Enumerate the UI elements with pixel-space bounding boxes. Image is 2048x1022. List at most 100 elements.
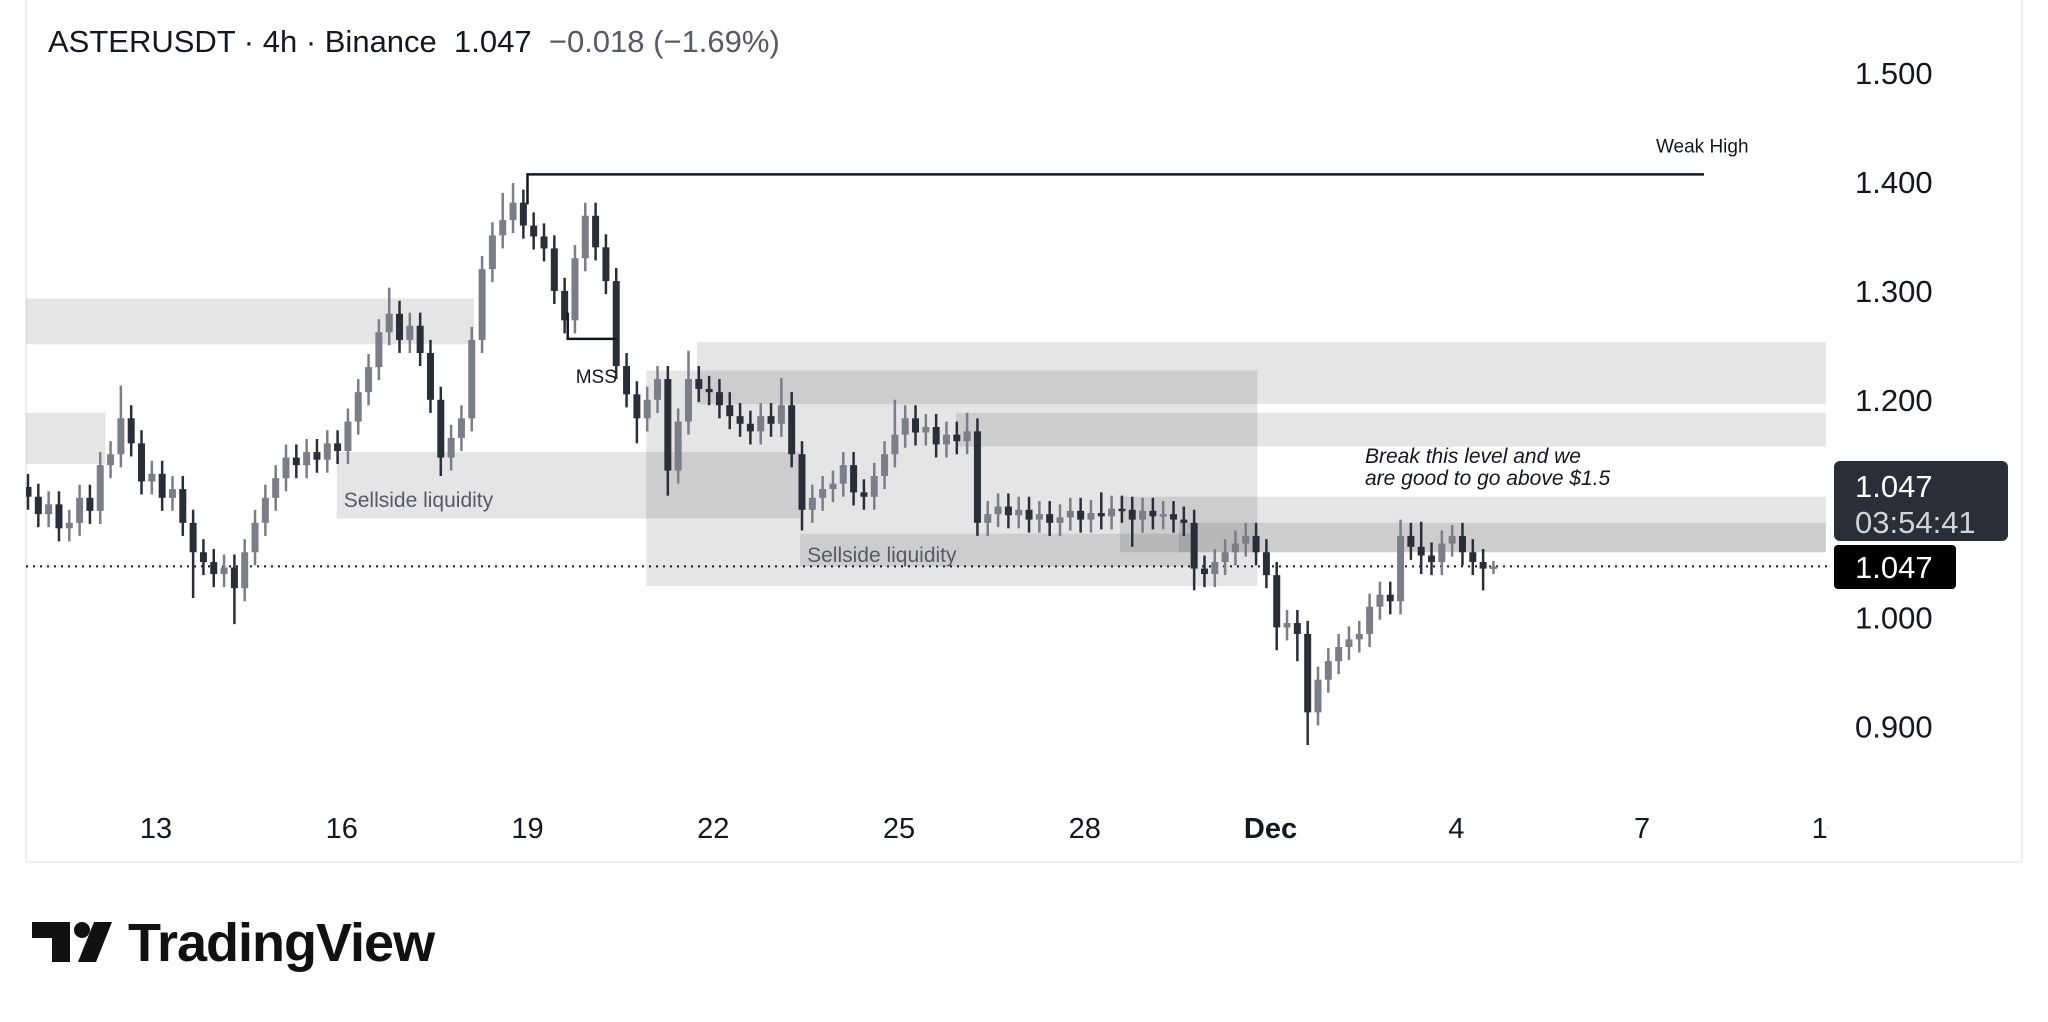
candle [1128, 496, 1136, 547]
candle-body [1489, 566, 1497, 569]
candle-body [798, 454, 806, 510]
candle-body [953, 434, 961, 442]
candle [107, 441, 115, 479]
candle-body [705, 388, 713, 393]
symbol-title: ASTERUSDT · 4h · Binance [48, 24, 437, 59]
candle-body [272, 478, 280, 498]
candle [1376, 581, 1384, 620]
candle [1118, 495, 1126, 523]
candle-body [1211, 562, 1219, 575]
candle-body [1066, 510, 1074, 518]
candle [1345, 626, 1353, 661]
candle-body [292, 457, 300, 466]
candle-body [1386, 594, 1394, 602]
candle [396, 300, 404, 353]
candle-body [179, 489, 187, 523]
mss-line [566, 312, 618, 341]
candle-body [684, 379, 692, 422]
candle [788, 392, 796, 468]
candle-body [168, 489, 176, 498]
candle-body [1035, 514, 1043, 520]
candle-body [1221, 552, 1229, 563]
candle-body [426, 352, 434, 400]
candle [1190, 509, 1198, 591]
candle-body [932, 427, 940, 445]
candle-body [385, 313, 393, 333]
zone-box [696, 342, 1826, 405]
candle [561, 277, 569, 334]
candle [654, 366, 662, 413]
candle [292, 444, 300, 479]
candle-body [282, 457, 290, 479]
candle [643, 386, 651, 432]
candle-body [726, 405, 734, 417]
candle [942, 421, 950, 458]
candle-body [96, 465, 104, 511]
candle-body [984, 514, 992, 523]
last-price-value: 1.047 [1855, 469, 1933, 504]
candle [210, 548, 218, 588]
candle-body [973, 431, 981, 523]
candle-body [1025, 509, 1033, 520]
candle-body [1097, 513, 1105, 517]
candle-body [1087, 513, 1095, 520]
candle-body [45, 504, 53, 515]
candles-layer [26, 183, 1497, 746]
candle [437, 386, 445, 477]
candle [241, 539, 249, 602]
candle-body [819, 489, 827, 498]
candle-body [963, 431, 971, 442]
candle [1025, 496, 1033, 533]
y-tick-label: 1.300 [1855, 274, 1933, 309]
candle-body [1417, 546, 1425, 556]
candle-body [1448, 535, 1456, 544]
candle [1293, 609, 1301, 662]
candle [272, 465, 280, 511]
candle [870, 462, 878, 510]
candle [1077, 497, 1085, 533]
candle [623, 352, 631, 408]
candle [45, 491, 53, 528]
candle-body [117, 418, 125, 455]
candle [354, 379, 362, 435]
candle [117, 385, 125, 468]
candle-body [230, 567, 238, 589]
candle-body [241, 552, 249, 589]
candle-body [251, 522, 259, 553]
weak-high-label: Weak High [1656, 136, 1749, 157]
candle-body [1118, 508, 1126, 512]
x-tick-label: 16 [326, 813, 358, 845]
candle [1417, 521, 1425, 575]
candle [715, 379, 723, 419]
candle [819, 476, 827, 511]
candle-body [881, 454, 889, 477]
candle [973, 418, 981, 536]
candle-body [1170, 514, 1178, 520]
candle [1149, 497, 1157, 530]
candle [1458, 522, 1466, 566]
note-line-1: Break this level and we [1365, 445, 1581, 468]
candle-body [1376, 594, 1384, 607]
candle-body [1314, 679, 1322, 713]
candle [1035, 501, 1043, 533]
candle [767, 403, 775, 437]
zone-box [26, 298, 474, 345]
price-line-label: 1.047 [1834, 545, 1956, 589]
candle-body [1252, 535, 1260, 553]
candle-body [375, 332, 383, 368]
x-tick-label: 19 [511, 813, 543, 845]
countdown: 03:54:41 [1855, 505, 1976, 540]
x-tick-label: Dec [1244, 813, 1297, 845]
candle [695, 366, 703, 402]
candle-body [1139, 510, 1147, 520]
candle-body [1324, 661, 1332, 680]
candle [1366, 593, 1374, 648]
candle-body [850, 465, 858, 493]
candle [1355, 620, 1363, 653]
candle [581, 202, 589, 272]
time-axis: 13 16 19 22 25 28 Dec 4 7 10 [140, 813, 1829, 845]
candle-body [777, 405, 785, 424]
candle-body [1108, 508, 1116, 517]
zones-layer: Sellside liquidity Sellside liquidity [26, 298, 1826, 587]
